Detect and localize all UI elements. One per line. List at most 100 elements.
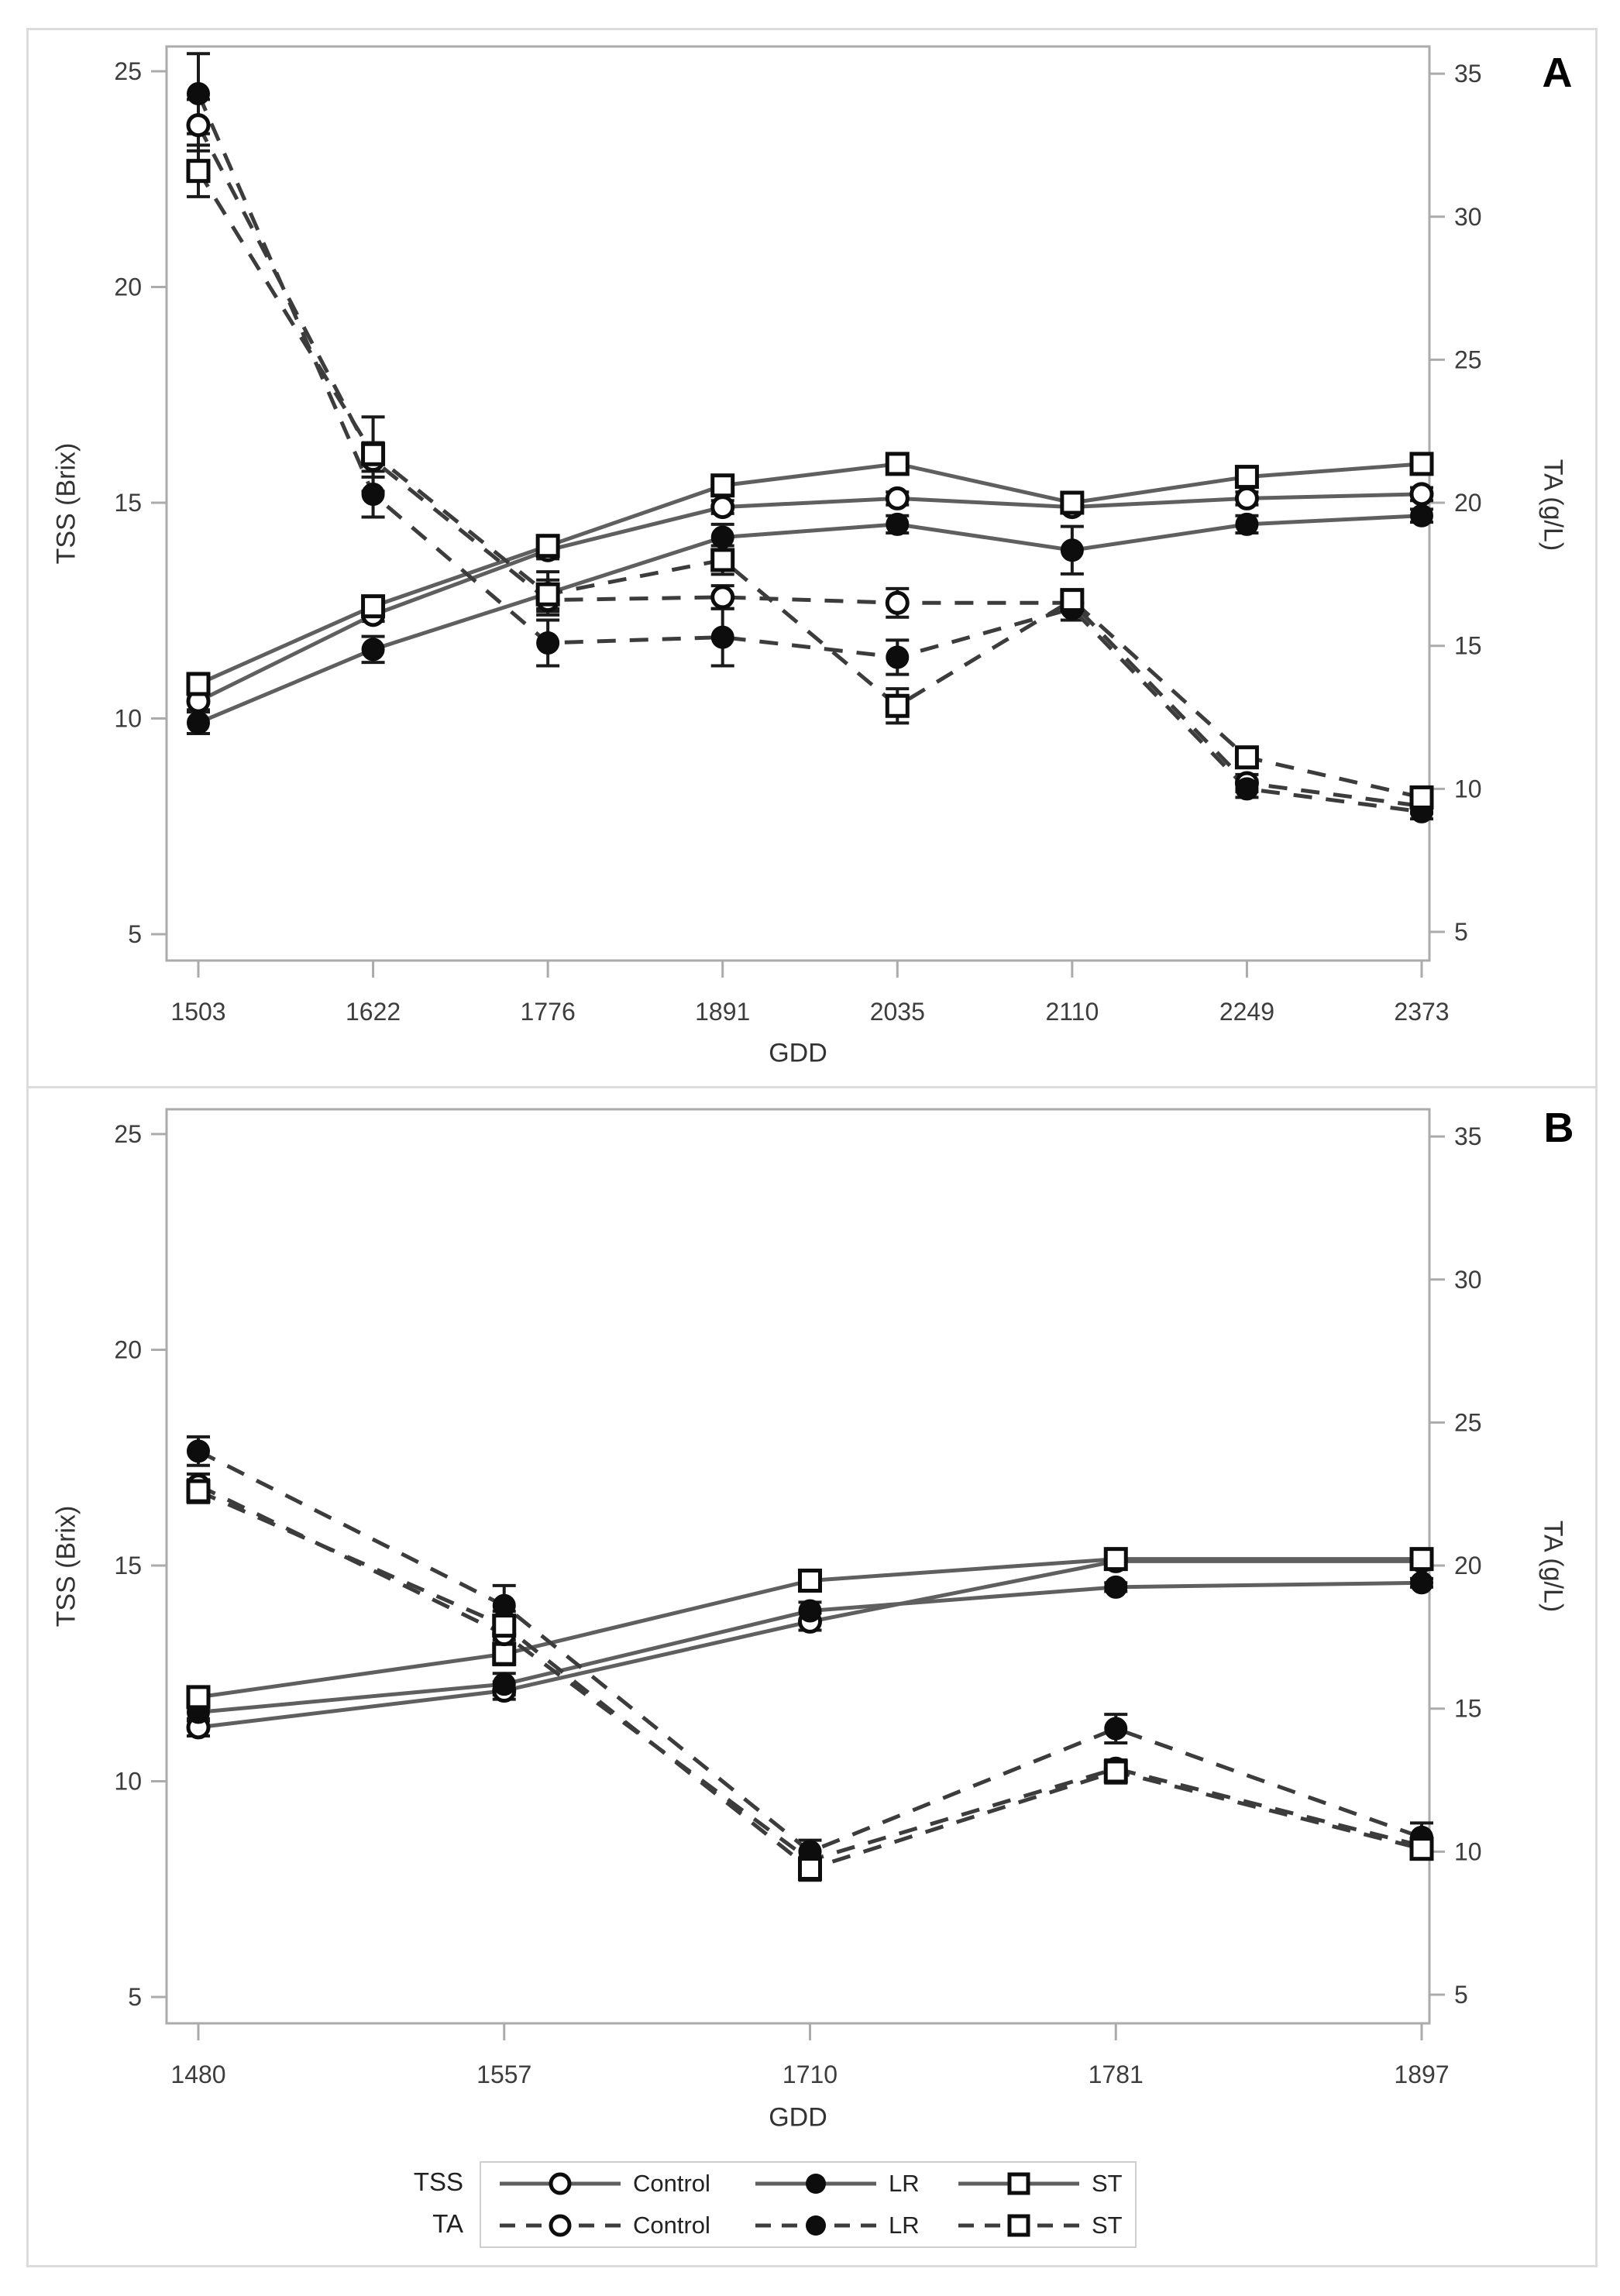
filled-circle-marker-icon [1410, 504, 1433, 528]
open-square-marker-icon [1409, 785, 1434, 809]
panel-b-yright-title: TA (g/L) [1538, 1520, 1568, 1613]
x-tick-label: 1891 [695, 998, 750, 1026]
filled-circle-marker-icon [710, 625, 734, 649]
open-circle-marker-icon [885, 486, 910, 510]
solid-line-filled-circle-swatch-icon [755, 2174, 876, 2194]
legend-label: ST [1092, 2212, 1123, 2239]
y-right-tick-label: 25 [1454, 345, 1482, 373]
open-square-marker-icon [1103, 1547, 1128, 1572]
open-square-marker-icon [361, 442, 386, 466]
open-square-marker-icon [361, 594, 386, 619]
panel-b: 5 10 15 20 25 5 10 15 20 25 30 35 1480 1557 1710 1781 18… [114, 1108, 1482, 2088]
filled-circle-marker-icon [361, 482, 385, 506]
open-square-marker-icon [798, 1857, 822, 1882]
error-bars-layer [187, 52, 1433, 821]
legend-entry: LR [754, 2208, 957, 2243]
legend: Control LR ST Control LR ST [480, 2161, 1137, 2248]
filled-circle-marker-icon [1235, 777, 1259, 801]
x-tick-label: 1503 [170, 998, 225, 1026]
y-right-tick-label: 5 [1454, 1981, 1468, 2009]
series-line-tss-st [197, 462, 1422, 686]
legend-entry: ST [957, 2167, 1123, 2201]
dashed-line-open-circle-swatch-icon [500, 2214, 621, 2237]
solid-line-open-square-swatch-icon [958, 2172, 1079, 2195]
series-line-ta-st [197, 1489, 1422, 1872]
legend-label: Control [633, 2170, 710, 2197]
open-square-marker-icon [885, 452, 910, 476]
open-square-marker-icon [186, 1685, 211, 1710]
open-square-marker-icon [1234, 745, 1259, 770]
y-left-tick-label: 20 [114, 273, 142, 301]
legend-label: ST [1092, 2170, 1123, 2197]
plot-frame [165, 1108, 1431, 2025]
y-left-tick-label: 20 [114, 1336, 142, 1364]
dashed-line-filled-circle-swatch-icon [755, 2215, 876, 2236]
x-tick-label: 1480 [170, 2061, 225, 2088]
open-square-marker-icon [186, 1479, 211, 1504]
legend-entry: ST [957, 2208, 1123, 2243]
open-circle-marker-icon [1409, 482, 1434, 507]
filled-circle-marker-icon [187, 1439, 210, 1463]
open-square-marker-icon [710, 548, 735, 572]
y-right-tick-label: 15 [1454, 1695, 1482, 1723]
open-square-marker-icon [492, 1641, 517, 1666]
y-right-tick-label: 10 [1454, 1837, 1482, 1865]
solid-line-open-circle-swatch-icon [500, 2172, 621, 2195]
filled-circle-marker-icon [492, 1672, 516, 1696]
lines-layer [196, 92, 1422, 814]
panel-a-yleft-title: TSS (Brix) [51, 442, 81, 565]
open-circle-marker-icon [710, 495, 735, 520]
open-square-marker-icon [535, 582, 560, 607]
x-tick-label: 2249 [1219, 998, 1274, 1026]
y-right-tick-label: 20 [1454, 1552, 1482, 1579]
filled-circle-marker-icon [492, 1593, 516, 1617]
series-line-ta-control [196, 124, 1422, 808]
y-left-tick-label: 5 [128, 1983, 142, 2011]
panel-b-letter: B [1543, 1105, 1574, 1151]
open-square-marker-icon [186, 672, 211, 696]
x-tick-label: 1622 [346, 998, 401, 1026]
filled-circle-marker-icon [886, 512, 910, 536]
legend-header-ta: TA [432, 2209, 463, 2238]
y-right-tick-label: 30 [1454, 203, 1482, 231]
open-square-marker-icon [1409, 1547, 1434, 1572]
open-square-marker-icon [1409, 452, 1434, 476]
open-square-marker-icon [710, 473, 735, 498]
open-square-marker-icon [885, 693, 910, 718]
filled-circle-marker-icon [187, 711, 210, 735]
y-right-tick-label: 35 [1454, 1122, 1482, 1150]
x-tick-label: 2373 [1394, 998, 1449, 1026]
open-circle-marker-icon [1234, 486, 1259, 510]
open-square-marker-icon [1060, 490, 1085, 515]
y-left-tick-label: 15 [114, 1552, 142, 1579]
y-left-tick-label: 25 [114, 1120, 142, 1148]
y-left-tick-label: 15 [114, 489, 142, 517]
y-right-tick-label: 30 [1454, 1266, 1482, 1294]
filled-circle-marker-icon [1104, 1717, 1128, 1741]
open-square-marker-icon [1409, 1837, 1434, 1861]
x-tick-label: 1897 [1394, 2061, 1449, 2088]
legend-row-tss: Control LR ST [481, 2163, 1135, 2205]
panel-a-yright-title: TA (g/L) [1538, 459, 1568, 552]
y-left-tick-label: 10 [114, 1768, 142, 1796]
open-square-marker-icon [1060, 588, 1085, 613]
series-line-ta-st [196, 170, 1422, 799]
open-circle-marker-icon [885, 590, 910, 615]
y-right-tick-label: 10 [1454, 775, 1482, 803]
panel-a-xaxis-title: GDD [769, 1038, 827, 1068]
series-line-ta-lr [197, 1449, 1422, 1854]
x-tick-label: 1710 [782, 2061, 838, 2088]
filled-circle-marker-icon [886, 645, 910, 669]
y-right-tick-label: 25 [1454, 1408, 1482, 1436]
panel-a-card [26, 28, 1598, 1088]
x-tick-label: 2110 [1045, 998, 1099, 1026]
panel-a-letter: A [1542, 50, 1573, 96]
panel-b-xaxis-title: GDD [769, 2102, 827, 2133]
markers-layer [186, 81, 1434, 823]
y-right-tick-label: 15 [1454, 632, 1482, 660]
x-tick-label: 2035 [870, 998, 925, 1026]
open-square-marker-icon [1103, 1759, 1128, 1784]
x-tick-label: 1557 [476, 2061, 531, 2088]
